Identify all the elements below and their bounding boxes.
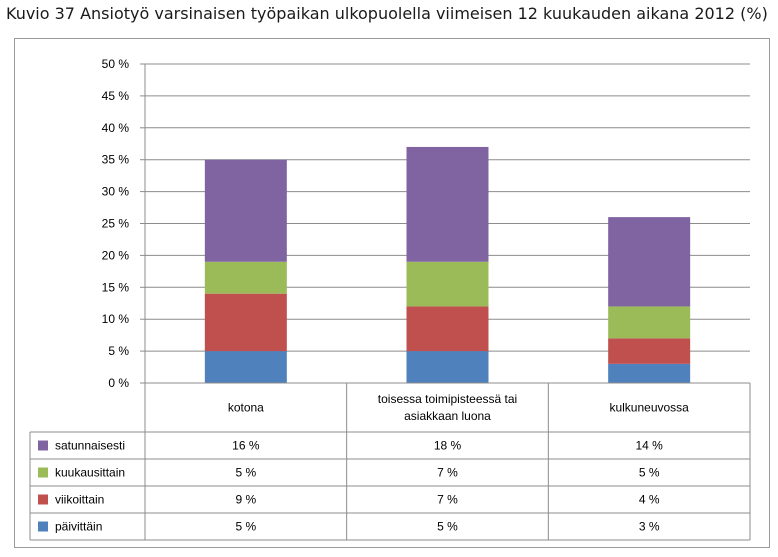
y-tick-label: 20 % [102, 248, 130, 262]
data-label: 18 % [434, 439, 462, 453]
bar-segment [406, 306, 489, 352]
bar-segment [204, 261, 287, 294]
y-tick-label: 15 % [102, 280, 130, 294]
bar-segment [204, 159, 287, 262]
legend-label: päivittäin [55, 520, 102, 534]
legend-swatch [38, 521, 48, 532]
data-label: 16 % [232, 439, 260, 453]
bar-segment [406, 351, 489, 383]
legend-swatch [38, 440, 48, 451]
y-tick-label: 50 % [102, 57, 130, 71]
legend-label: kuukausittain [55, 466, 125, 480]
legend-label: viikoittain [55, 493, 104, 507]
data-label: 7 % [437, 466, 458, 480]
data-label: 5 % [235, 466, 256, 480]
bar-segment [608, 306, 691, 339]
y-tick-label: 0 % [108, 376, 129, 390]
category-label: asiakkaan luona [404, 409, 491, 423]
y-tick-label: 5 % [108, 344, 129, 358]
y-tick-label: 40 % [102, 121, 130, 135]
chart-frame [14, 38, 770, 548]
y-tick-label: 10 % [102, 312, 130, 326]
y-tick-label: 45 % [102, 89, 130, 103]
data-label: 7 % [437, 493, 458, 507]
bar-segment [204, 351, 287, 383]
data-label: 4 % [639, 493, 660, 507]
legend-swatch [38, 467, 48, 478]
legend-swatch [38, 494, 48, 505]
y-tick-label: 30 % [102, 185, 130, 199]
data-label: 5 % [639, 466, 660, 480]
bar-segment [406, 146, 489, 262]
data-label: 3 % [639, 520, 660, 534]
data-label: 5 % [235, 520, 256, 534]
y-tick-label: 25 % [102, 217, 130, 231]
data-label: 9 % [235, 493, 256, 507]
chart-title: Kuvio 37 Ansiotyö varsinaisen työpaikan … [6, 4, 768, 23]
data-label: 14 % [635, 439, 663, 453]
data-label: 5 % [437, 520, 458, 534]
category-label: toisessa toimipisteessä tai [378, 392, 517, 406]
bar-segment [204, 293, 287, 352]
category-label: kotona [228, 401, 264, 415]
y-tick-label: 35 % [102, 153, 130, 167]
category-label: kulkuneuvossa [609, 401, 689, 415]
bar-segment [406, 261, 489, 307]
bar-segment [608, 338, 691, 364]
legend-label: satunnaisesti [55, 439, 125, 453]
bar-segment [608, 363, 691, 383]
bar-segment [608, 217, 691, 307]
